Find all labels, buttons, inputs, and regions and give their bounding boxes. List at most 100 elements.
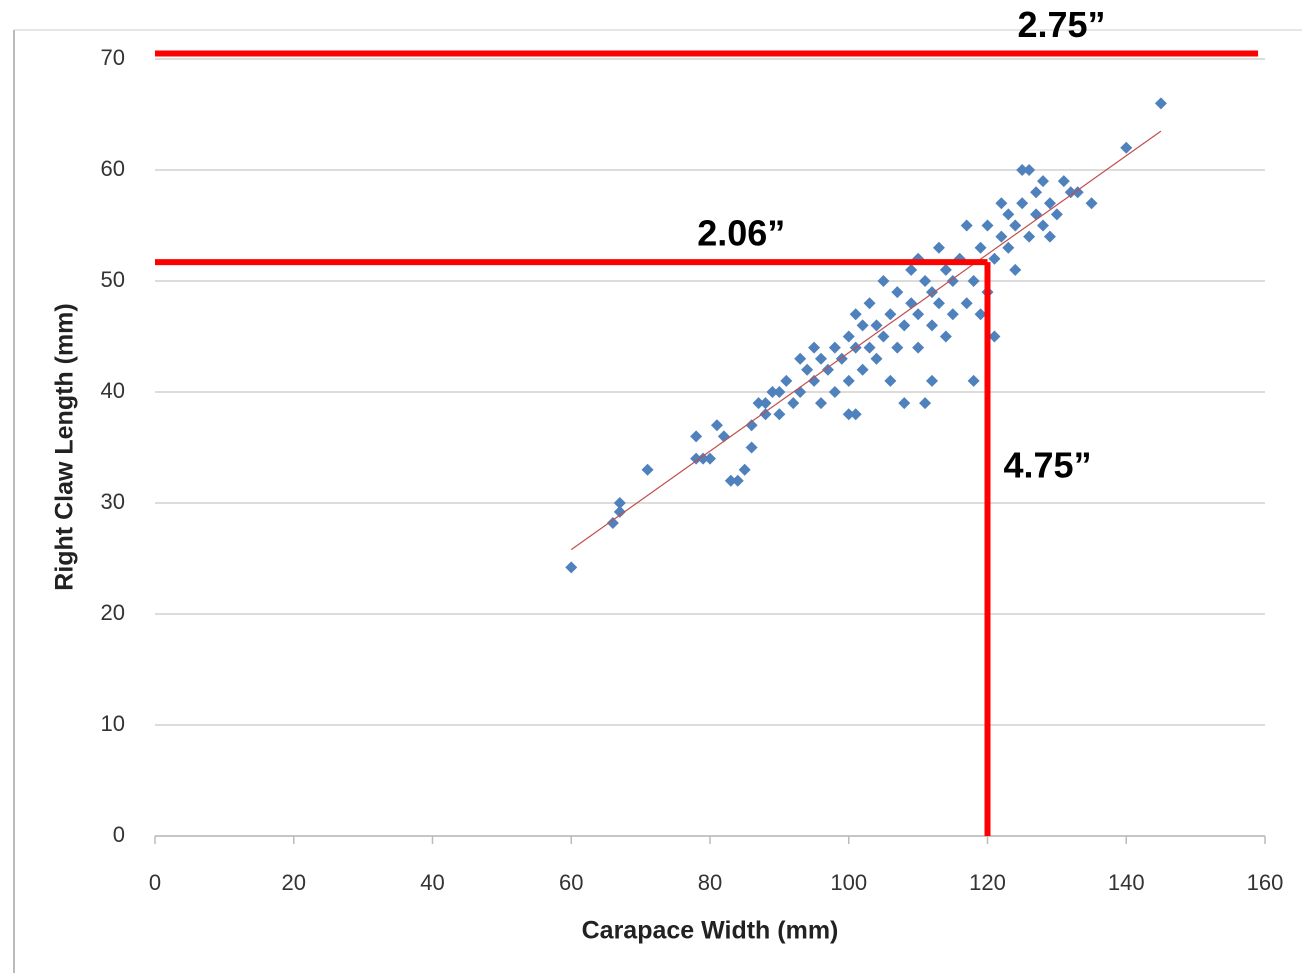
point <box>856 319 869 332</box>
point <box>919 397 932 410</box>
point <box>898 319 911 332</box>
point <box>1037 219 1049 232</box>
x-tick-label: 40 <box>420 870 444 895</box>
point <box>738 463 751 476</box>
point <box>946 308 959 321</box>
point <box>641 463 654 476</box>
point <box>1023 230 1036 243</box>
point <box>1023 164 1036 176</box>
point <box>690 430 703 443</box>
point <box>939 330 952 343</box>
point <box>849 308 862 321</box>
point <box>898 397 911 410</box>
point <box>905 263 918 276</box>
point <box>863 341 876 354</box>
point <box>565 561 578 574</box>
point <box>877 275 890 287</box>
point <box>912 308 925 321</box>
point <box>780 374 793 387</box>
point <box>870 319 883 332</box>
point <box>1016 164 1029 176</box>
point <box>1071 186 1084 199</box>
point <box>981 219 994 232</box>
point <box>1016 197 1029 210</box>
point <box>891 286 904 299</box>
reference-label: 4.75” <box>1004 445 1092 486</box>
point <box>1002 208 1015 221</box>
reference-label: 2.75” <box>1017 4 1105 45</box>
point <box>690 452 703 465</box>
point <box>932 297 945 310</box>
point <box>946 275 959 287</box>
point <box>1030 186 1043 199</box>
point <box>794 352 807 365</box>
point <box>752 397 765 410</box>
point <box>710 419 723 432</box>
y-tick-label: 70 <box>101 45 125 70</box>
point <box>967 275 980 287</box>
point <box>808 341 821 354</box>
point <box>759 397 772 410</box>
point <box>613 497 626 509</box>
point <box>697 452 710 465</box>
point <box>773 408 786 421</box>
reference-label: 2.06” <box>697 213 785 254</box>
point <box>842 374 855 387</box>
point <box>1043 197 1056 210</box>
point <box>1009 219 1022 232</box>
point <box>773 386 786 398</box>
point <box>926 374 938 387</box>
point <box>821 363 834 376</box>
x-tick-label: 60 <box>559 870 583 895</box>
point <box>1002 241 1015 254</box>
y-tick-label: 50 <box>101 267 125 292</box>
point <box>960 297 973 310</box>
point <box>766 386 779 398</box>
point <box>926 319 938 332</box>
x-axis-title: Carapace Width (mm) <box>582 917 839 945</box>
point <box>995 197 1008 210</box>
x-tick-label: 160 <box>1247 870 1284 895</box>
point <box>606 516 619 529</box>
point <box>613 505 626 518</box>
y-tick-label: 0 <box>113 822 125 847</box>
y-tick-label: 40 <box>101 378 125 403</box>
point <box>1057 175 1070 188</box>
point <box>884 308 897 321</box>
point <box>787 397 800 410</box>
point <box>724 474 737 487</box>
point <box>995 230 1008 243</box>
point <box>801 363 814 376</box>
point <box>863 297 876 310</box>
point <box>1085 197 1098 210</box>
point <box>939 263 952 276</box>
point <box>828 386 841 398</box>
point <box>842 330 855 343</box>
point <box>842 408 855 421</box>
point <box>988 330 1001 343</box>
x-tick-label: 80 <box>698 870 722 895</box>
point <box>815 352 827 365</box>
x-tick-label: 100 <box>830 870 867 895</box>
point <box>912 341 925 354</box>
point <box>745 441 758 454</box>
point <box>808 374 821 387</box>
point <box>1043 230 1056 243</box>
x-tick-label: 20 <box>282 870 306 895</box>
point <box>828 341 841 354</box>
point <box>1050 208 1063 221</box>
point <box>759 408 772 421</box>
point <box>974 241 987 254</box>
y-axis-title: Right Claw Length (mm) <box>51 303 79 590</box>
point <box>1009 263 1022 276</box>
point <box>967 374 980 387</box>
y-tick-label: 20 <box>101 600 125 625</box>
x-tick-label: 0 <box>149 870 161 895</box>
point <box>919 275 932 287</box>
point <box>988 252 1001 265</box>
point <box>849 408 862 421</box>
point <box>877 330 890 343</box>
y-tick-label: 60 <box>101 156 125 181</box>
